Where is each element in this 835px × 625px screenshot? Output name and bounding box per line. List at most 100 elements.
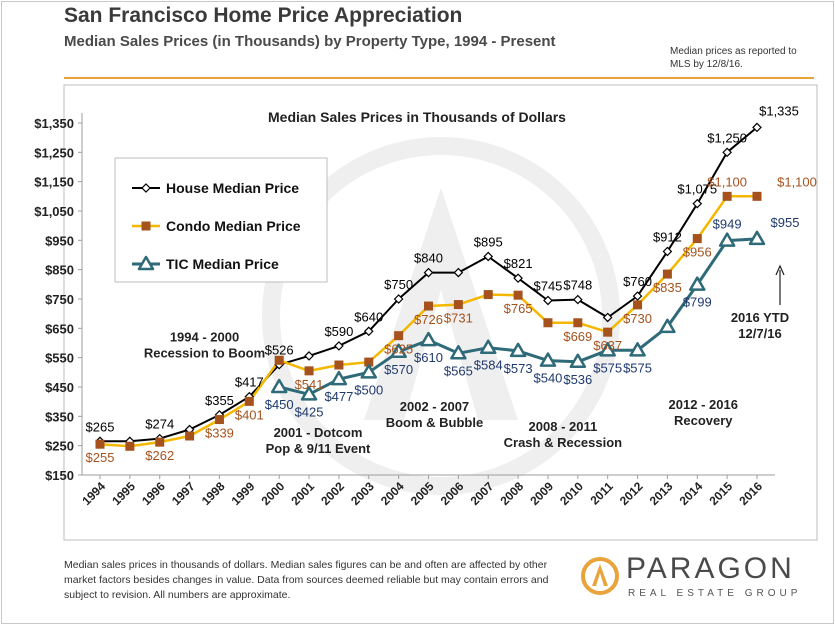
house-legend-label: House Median Price [166, 180, 299, 196]
house-data-label: $1,075 [677, 182, 717, 197]
house-data-label: $745 [533, 278, 562, 293]
condo-data-label: $541 [295, 377, 324, 392]
house-data-label: $265 [86, 419, 115, 434]
period-annotation: Crash & Recession [504, 435, 623, 450]
house-data-point [722, 147, 732, 158]
house-data-label: $760 [623, 274, 652, 289]
condo-data-label: $339 [205, 426, 234, 441]
condo-data-label: $637 [593, 338, 622, 353]
tic-data-label: $536 [563, 372, 592, 387]
condo-data-point [752, 191, 762, 201]
house-data-point [543, 295, 553, 306]
tic-data-point [420, 331, 437, 347]
condo-data-label: $726 [414, 312, 443, 327]
y-tick-label: $450 [45, 380, 74, 395]
tic-data-label: $955 [771, 215, 800, 230]
tic-data-point [748, 230, 766, 246]
page-title: San Francisco Home Price Appreciation [64, 4, 463, 27]
condo-data-label: $956 [683, 245, 712, 260]
period-annotation: 12/7/16 [738, 326, 781, 341]
x-tick-label: 2013 [647, 479, 676, 508]
plot-border [63, 84, 818, 541]
tic-data-point [450, 345, 467, 360]
x-tick-label: 1995 [109, 479, 138, 508]
tic-data-point [360, 364, 378, 379]
house-data-label: $912 [653, 229, 682, 244]
tic-data-point [689, 276, 706, 291]
tic-data-label: $575 [623, 360, 652, 375]
x-tick-label: 2003 [348, 479, 377, 508]
condo-data-label: $765 [504, 301, 533, 316]
house-data-point [752, 122, 762, 133]
tic-data-point [718, 232, 736, 247]
tic-data-label: $540 [533, 371, 562, 386]
y-tick-label: $150 [45, 468, 74, 483]
tic-data-point [479, 339, 497, 354]
y-tick-label: $1,050 [34, 204, 74, 219]
house-data-label: $840 [414, 251, 443, 266]
tic-data-point [659, 318, 676, 334]
logo-tagline: REAL ESTATE GROUP [628, 588, 802, 599]
tic-data-label: $949 [713, 217, 742, 232]
period-annotation: Pop & 9/11 Event [266, 441, 371, 456]
house-data-point [602, 312, 613, 323]
house-data-label: $640 [354, 309, 383, 324]
condo-legend-label: Condo Median Price [166, 218, 301, 234]
chart-title: Median Sales Prices in Thousands of Doll… [268, 109, 566, 125]
x-tick-label: 1999 [229, 479, 258, 508]
tic-data-point [599, 342, 616, 357]
house-data-point [334, 341, 344, 351]
house-data-point [453, 267, 464, 278]
y-tick-label: $1,250 [34, 145, 74, 160]
condo-data-point [95, 439, 105, 449]
period-annotation: 2002 - 2007 [400, 399, 469, 414]
period-annotation: Recession to Boom [144, 346, 265, 361]
condo-data-point [633, 300, 643, 310]
period-annotation: 2001 - Dotcom [274, 425, 363, 440]
y-tick-label: $250 [45, 439, 74, 454]
tic-data-label: $500 [354, 382, 383, 397]
y-tick-label: $1,150 [34, 175, 74, 190]
x-tick-label: 2016 [736, 479, 765, 508]
period-annotation: Recovery [674, 413, 733, 428]
condo-data-point [155, 437, 165, 447]
logo-wordmark: PARAGON [626, 552, 795, 585]
condo-data-point [334, 360, 344, 370]
tic-data-point [270, 378, 288, 394]
tic-data-label: $450 [265, 397, 294, 412]
source-note: Median prices as reported to MLS by 12/8… [670, 46, 797, 70]
page-subtitle: Median Sales Prices (in Thousands) by Pr… [64, 33, 556, 50]
house-data-point [423, 267, 434, 278]
x-tick-label: 2012 [617, 479, 646, 508]
condo-data-point [692, 234, 702, 244]
tic-data-label: $610 [414, 350, 443, 365]
tic-data-label: $565 [444, 363, 473, 378]
x-tick-label: 2001 [288, 479, 317, 508]
y-tick-label: $950 [45, 233, 74, 248]
y-tick-label: $650 [45, 321, 74, 336]
footer-disclaimer: Median sales prices in thousands of doll… [64, 559, 549, 601]
condo-data-point [483, 290, 493, 300]
house-data-label: $355 [205, 393, 234, 408]
condo-data-point [453, 300, 463, 310]
house-data-point [692, 198, 703, 209]
condo-data-label: $262 [145, 448, 174, 463]
tic-data-point [539, 352, 557, 367]
x-tick-label: 1994 [79, 479, 108, 508]
condo-data-label: $669 [563, 329, 592, 344]
condo-legend-marker [141, 221, 151, 231]
x-tick-label: 2000 [259, 479, 288, 508]
paragon-logo: PARAGON REAL ESTATE GROUP [578, 548, 818, 610]
tic-data-label: $573 [504, 361, 533, 376]
condo-data-label: $625 [384, 342, 413, 357]
x-tick-label: 2009 [527, 479, 556, 508]
tic-data-point [390, 343, 407, 359]
tic-data-point [509, 342, 527, 358]
y-tick-label: $1,350 [34, 116, 74, 131]
condo-data-point [603, 327, 613, 337]
tic-data-label: $477 [324, 389, 353, 404]
period-annotation: 2016 YTD [731, 310, 789, 325]
house-data-label: $750 [384, 277, 413, 292]
condo-data-label: $1,100 [777, 174, 817, 189]
